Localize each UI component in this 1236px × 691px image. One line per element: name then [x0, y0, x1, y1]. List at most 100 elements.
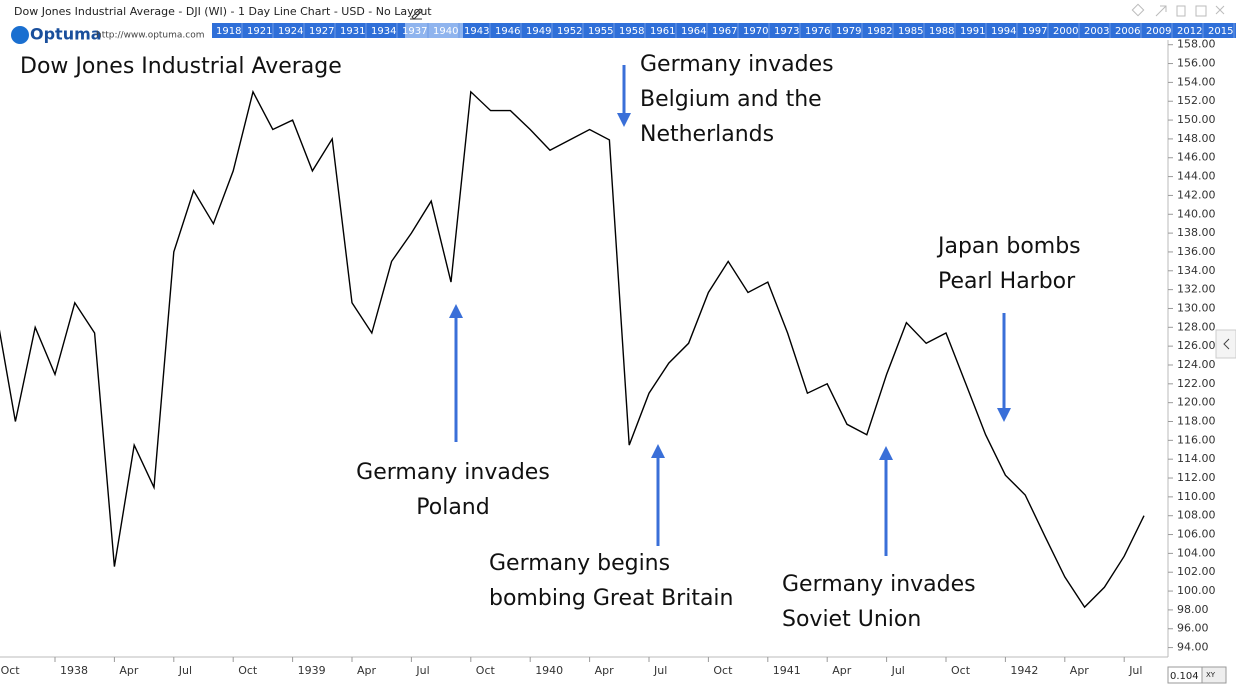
years: 1918 1921 1924 1927 1931 1934 1937 1940 1943 1946…: [216, 23, 1235, 38]
y-tick-label: 158.00: [1177, 38, 1216, 51]
logo: Optuma: [30, 25, 102, 44]
annotation: Germany invades: [782, 572, 976, 597]
y-tick-label: 130.00: [1177, 301, 1216, 314]
logo-mark: [11, 26, 29, 44]
year-label: 1976: [805, 26, 830, 37]
icon[interactable]: [1131, 3, 1145, 17]
arrow-head: [651, 444, 665, 458]
y-tick-label: 104.00: [1177, 546, 1216, 559]
year-label: 1940: [433, 26, 458, 37]
mode-label: XY: [1206, 671, 1216, 679]
arrow-head: [617, 113, 631, 127]
year-label: 1949: [526, 26, 551, 37]
year-label: 1952: [557, 26, 582, 37]
year-label: 2000: [1053, 26, 1078, 37]
year-label: 1964: [681, 26, 706, 37]
annotation: Pearl Harbor: [938, 269, 1076, 294]
y-tick-label: 114.00: [1177, 452, 1216, 465]
y-tick-label: 116.00: [1177, 433, 1216, 446]
annotation: Germany invades: [356, 460, 550, 485]
annotation: Netherlands: [640, 122, 774, 147]
arrow-head: [997, 408, 1011, 422]
y-tick-label: 148.00: [1177, 132, 1216, 145]
y-tick-label: 108.00: [1177, 509, 1216, 522]
x-tick-label: 1942: [1010, 664, 1038, 677]
y-tick-label: 136.00: [1177, 245, 1216, 258]
year-label: 1958: [619, 26, 644, 37]
year-label: 1943: [464, 26, 489, 37]
y-tick-label: 140.00: [1177, 207, 1216, 220]
x-tick-label: Apr: [119, 664, 139, 677]
annotation: Soviet Union: [782, 607, 921, 632]
y-tick-label: 144.00: [1177, 170, 1216, 183]
x-tick-label: Apr: [1070, 664, 1090, 677]
window-title: Dow Jones Industrial Average - DJI (WI) …: [14, 5, 432, 18]
x-tick-label: 1941: [773, 664, 801, 677]
icon[interactable]: [1176, 5, 1186, 17]
y-tick-label: 112.00: [1177, 471, 1216, 484]
y-tick-label: 146.00: [1177, 151, 1216, 164]
x-tick-label: Oct: [713, 664, 733, 677]
x-tick-label: 1940: [535, 664, 563, 677]
year-label: 1997: [1022, 26, 1047, 37]
y-tick-label: 156.00: [1177, 57, 1216, 70]
y-tick-label: 132.00: [1177, 283, 1216, 296]
x-tick-label: 1938: [60, 664, 88, 677]
x-tick-label: Jul: [891, 664, 905, 677]
y-tick-label: 98.00: [1177, 603, 1209, 616]
year-label: 1924: [278, 26, 303, 37]
y-tick-label: 126.00: [1177, 339, 1216, 352]
year-label: 1967: [712, 26, 737, 37]
x-tick-label: Oct: [951, 664, 971, 677]
year-label: 1946: [495, 26, 520, 37]
year-label: 1988: [929, 26, 954, 37]
x-tick-label: Oct: [476, 664, 496, 677]
year-label: 1982: [867, 26, 892, 37]
year-label: 2015: [1208, 26, 1233, 37]
annotation: Germany invades: [640, 52, 834, 77]
y-tick-label: 100.00: [1177, 584, 1216, 597]
edit-icon[interactable]: [410, 8, 423, 20]
arrow-head: [879, 446, 893, 460]
year-label: 1921: [247, 26, 272, 37]
x-tick-label: Jul: [1128, 664, 1142, 677]
y-tick-label: 110.00: [1177, 490, 1216, 503]
y-tick-label: 150.00: [1177, 113, 1216, 126]
annotation: Japan bombs: [936, 234, 1081, 259]
icon[interactable]: [1215, 5, 1225, 15]
y-tick-label: 128.00: [1177, 320, 1216, 333]
icon[interactable]: [1195, 5, 1207, 17]
mode-button[interactable]: [1201, 666, 1227, 684]
year-label: 2012: [1177, 26, 1202, 37]
x-tick-label: Jul: [415, 664, 429, 677]
y-tick-label: 118.00: [1177, 415, 1216, 428]
arrows: [449, 65, 1011, 556]
zoom-value: 0.104: [1170, 671, 1199, 682]
annotations: Germany invades Belgium and the Netherla…: [356, 52, 1080, 632]
year-label: 1918: [216, 26, 241, 37]
year-label: 1934: [371, 26, 396, 37]
year-label: 1931: [340, 26, 365, 37]
year-label: 1985: [898, 26, 923, 37]
annotation: Poland: [416, 495, 489, 520]
arrow-head: [449, 304, 463, 318]
year-label: 1991: [960, 26, 985, 37]
x-tick-label: Apr: [832, 664, 852, 677]
year-label: 2006: [1115, 26, 1140, 37]
y-tick-label: 102.00: [1177, 565, 1216, 578]
x-tick-label: Apr: [357, 664, 377, 677]
y-tick-label: 138.00: [1177, 226, 1216, 239]
y-tick-label: 124.00: [1177, 358, 1216, 371]
x-tick-label: Oct: [238, 664, 258, 677]
price-line: [0, 89, 1145, 609]
year-label: 2009: [1146, 26, 1171, 37]
icon[interactable]: [1155, 5, 1167, 17]
y-tick-label: 122.00: [1177, 377, 1216, 390]
year-label: 1970: [743, 26, 768, 37]
year-label: 1955: [588, 26, 613, 37]
x-tick-label: 1939: [298, 664, 326, 677]
x-tick-label: Jul: [653, 664, 667, 677]
year-window[interactable]: [405, 23, 463, 38]
side-tab[interactable]: [1215, 329, 1236, 359]
